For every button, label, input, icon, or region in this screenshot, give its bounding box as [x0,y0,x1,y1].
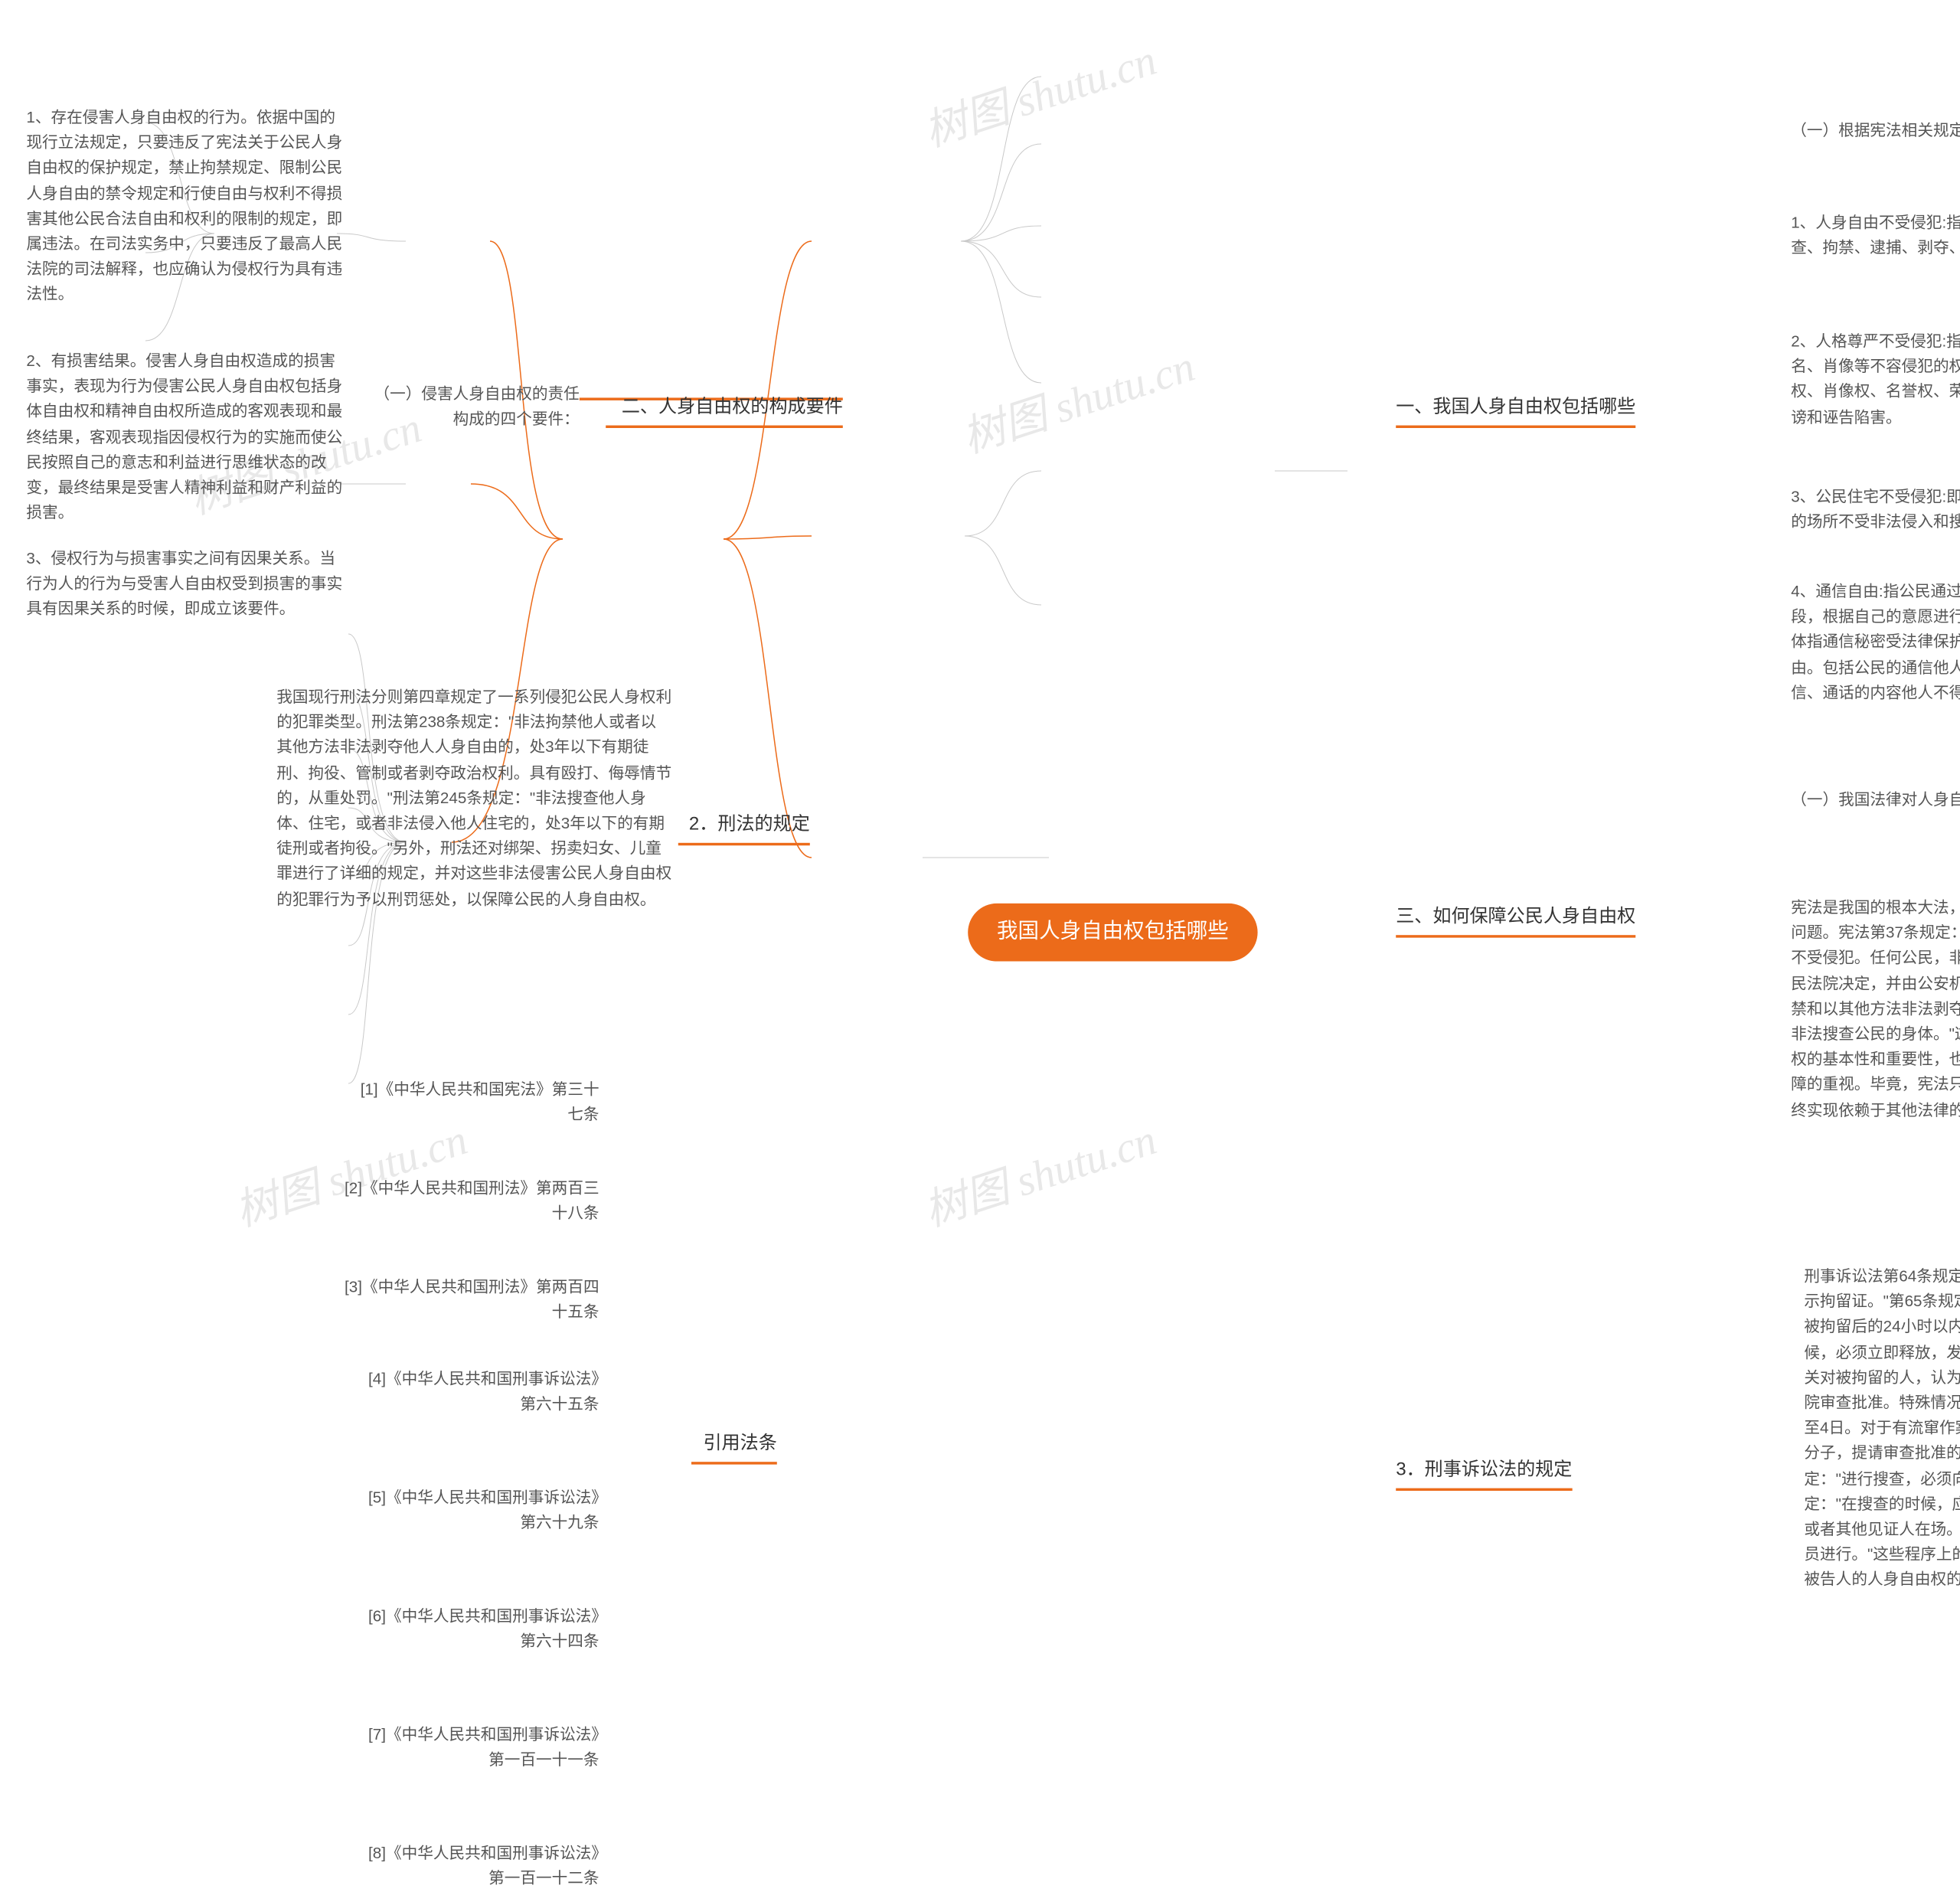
watermark: 树图 shutu.cn [915,1105,1163,1238]
branch-r2-child-1: 宪法是我国的根本大法，它所规定的是一个国家的根本性问题。宪法第37条规定："中华… [1791,896,1960,1123]
branch-r3-child-0: 刑事诉讼法第64条规定："公安机关拘留人的时候，必须出示拘留证。"第65条规定：… [1804,1264,1960,1593]
branch-r1-child-4: 4、通信自由:指公民通过书信、电话、电信及其它通讯手段，根据自己的意愿进行通信，… [1791,580,1960,706]
branch-l3-item-5: [6]《中华人民共和国刑事诉讼法》第六十四条 [362,1604,599,1655]
branch-l3-item-6: [7]《中华人民共和国刑事诉讼法》第一百一十一条 [362,1723,599,1773]
branch-l3-item-7: [8]《中华人民共和国刑事诉讼法》第一百一十二条 [362,1841,599,1892]
branch-l3-item-3: [4]《中华人民共和国刑事诉讼法》第六十五条 [362,1367,599,1417]
watermark: 树图 shutu.cn [915,25,1163,158]
branch-l2-child-0: 我国现行刑法分则第四章规定了一系列侵犯公民人身权利的犯罪类型。刑法第238条规定… [276,685,671,912]
branch-l3: 引用法条 [691,1429,777,1464]
branch-r3: 3．刑事诉讼法的规定 [1396,1456,1572,1491]
branch-l2: 2．刑法的规定 [678,810,810,845]
branch-r1: 一、我国人身自由权包括哪些 [1396,393,1635,428]
watermark: 树图 shutu.cn [953,332,1201,465]
branch-r1-child-0: （一）根据宪法相关规定，人身自由内容包括： [1791,119,1960,144]
branch-r2-child-0: （一）我国法律对人身自由权的保护措施有以下几方面： [1791,788,1960,813]
branch-l3-item-1: [2]《中华人民共和国刑法》第两百三十八条 [336,1176,599,1227]
branch-l1-leaf-1: 2、有损害结果。侵害人身自由权造成的损害事实，表现为行为侵害公民人身自由权包括身… [26,349,348,526]
branch-l1-leaf-0: 1、存在侵害人身自由权的行为。依据中国的现行立法规定，只要违反了宪法关于公民人身… [26,106,348,308]
branch-l3-item-2: [3]《中华人民共和国刑法》第两百四十五条 [336,1275,599,1325]
branch-l1-sub: （一）侵害人身自由权的责任构成的四个要件： [369,382,580,433]
branch-l3-item-4: [5]《中华人民共和国刑事诉讼法》第六十九条 [362,1485,599,1536]
branch-r1-child-1: 1、人身自由不受侵犯:指公民享有人身不受任何非法搜查、拘禁、逮捕、剥夺、限制的权… [1791,211,1960,261]
branch-r1-child-2: 2、人格尊严不受侵犯:指与人身有密切联系的名誉、姓名、肖像等不容侵犯的权利，具体… [1791,329,1960,430]
branch-r1-child-3: 3、公民住宅不受侵犯:即住宅安全权，指公民居住、生活的场所不受非法侵入和搜查。 [1791,485,1960,535]
branch-l3-item-0: [1]《中华人民共和国宪法》第三十七条 [355,1077,599,1128]
branch-r2: 三、如何保障公民人身自由权 [1396,902,1635,937]
branch-l1-leaf-2: 3、侵权行为与损害事实之间有因果关系。当行为人的行为与受害人自由权受到损害的事实… [26,547,348,622]
mindmap-root: 我国人身自由权包括哪些 [968,904,1257,962]
branch-l1-label: 二、人身自由权的构成要件 [606,393,843,428]
